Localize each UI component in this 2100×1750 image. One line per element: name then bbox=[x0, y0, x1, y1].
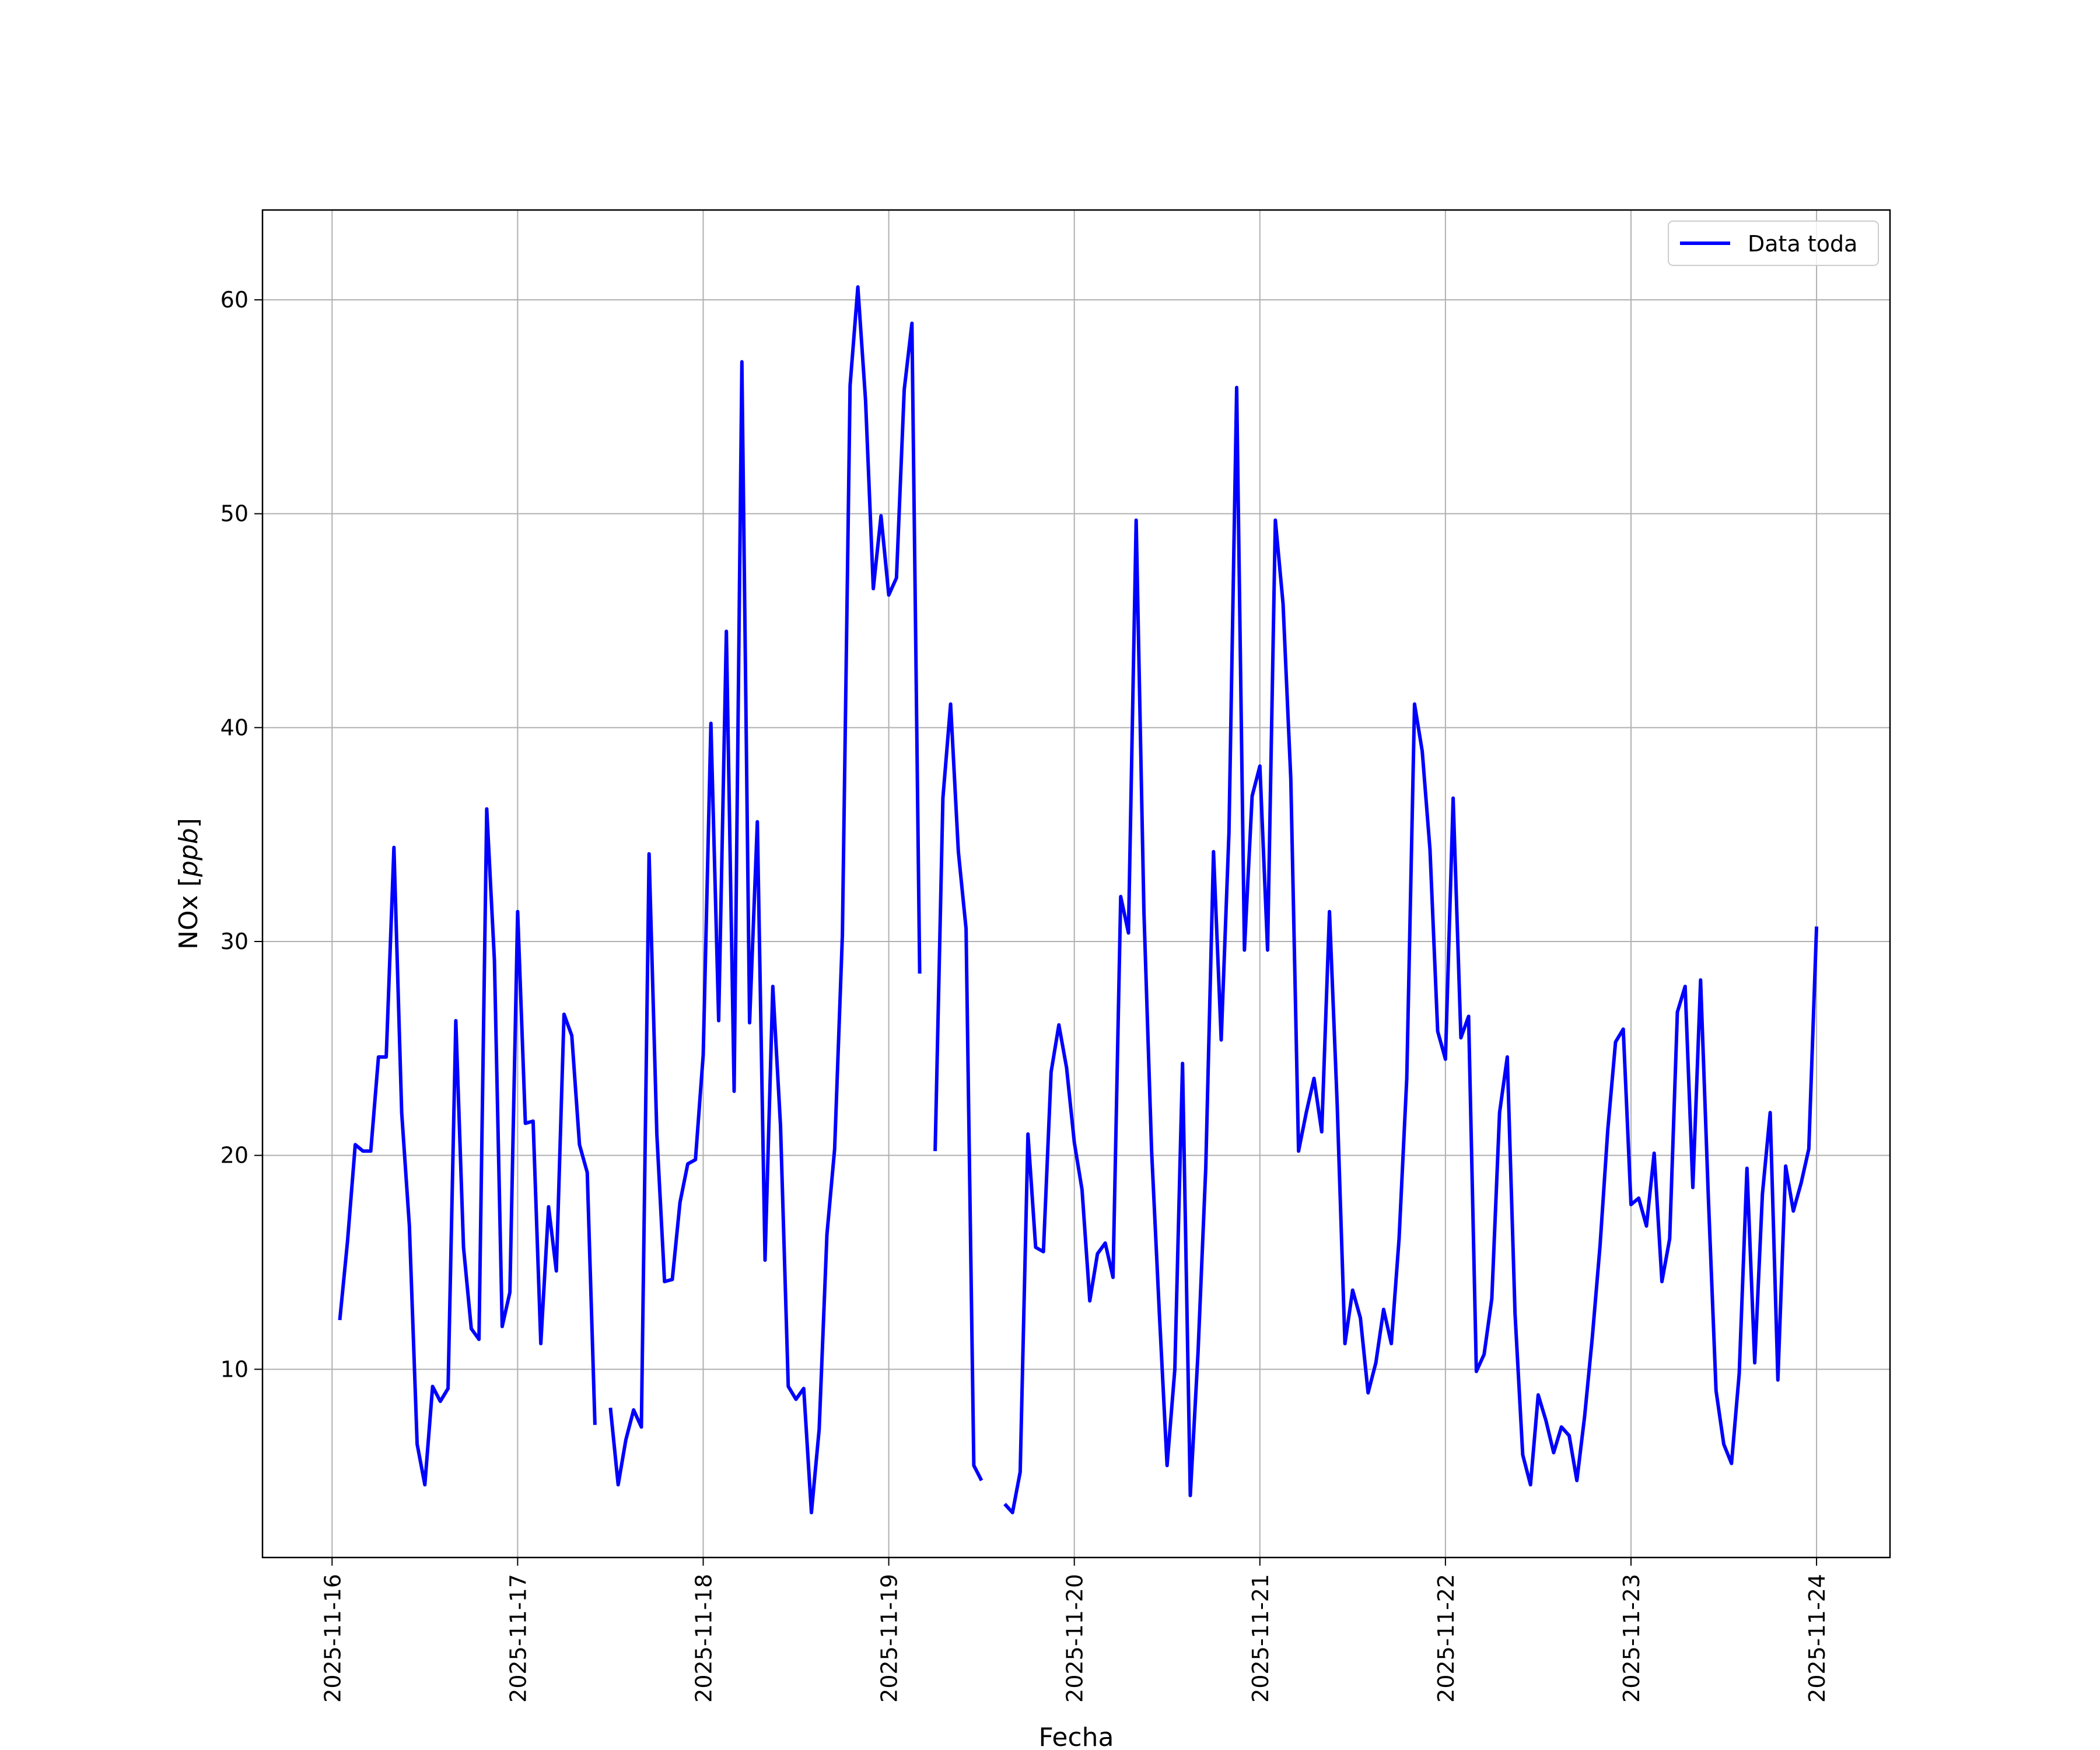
y-tick-label: 20 bbox=[220, 1143, 249, 1168]
x-axis-label: Fecha bbox=[1038, 1723, 1114, 1750]
x-tick-label: 2025-11-24 bbox=[1804, 1574, 1830, 1703]
y-tick-label: 50 bbox=[220, 501, 249, 527]
x-tick-label: 2025-11-17 bbox=[505, 1574, 531, 1703]
y-axis-label-main: NOx [ bbox=[174, 877, 204, 950]
x-tick-label: 2025-11-19 bbox=[877, 1574, 902, 1703]
x-tick-label: 2025-11-20 bbox=[1062, 1574, 1088, 1703]
y-tick-label: 40 bbox=[220, 715, 249, 740]
y-axis-label: NOx [ppb] bbox=[174, 818, 204, 950]
series-line-data-toda bbox=[1003, 386, 1819, 1514]
x-tick-label: 2025-11-16 bbox=[320, 1574, 345, 1703]
legend: Data toda bbox=[1668, 220, 1879, 266]
x-tick-label: 2025-11-23 bbox=[1619, 1574, 1644, 1703]
y-axis-label-close: ] bbox=[174, 818, 204, 828]
x-tick-label: 2025-11-18 bbox=[691, 1574, 716, 1703]
x-tick-label: 2025-11-22 bbox=[1433, 1574, 1459, 1703]
y-axis-label-unit: ppb bbox=[174, 828, 204, 877]
x-tick-label: 2025-11-21 bbox=[1248, 1574, 1273, 1703]
series-line-data-toda bbox=[608, 285, 922, 1514]
y-tick-label: 10 bbox=[220, 1356, 249, 1382]
y-axis: 10 20 30 40 50 60 bbox=[220, 287, 262, 1382]
y-tick-label: 60 bbox=[220, 287, 249, 313]
x-axis: 2025-11-16 2025-11-17 2025-11-18 2025-11-19… bbox=[320, 1558, 1830, 1703]
y-tick-label: 30 bbox=[220, 929, 249, 954]
legend-box bbox=[1668, 220, 1879, 266]
series-line-data-toda bbox=[338, 807, 597, 1487]
series-lines bbox=[338, 285, 1819, 1514]
legend-label-data-toda: Data toda bbox=[1748, 231, 1857, 257]
plot-frame bbox=[261, 209, 1891, 1559]
series-line-data-toda bbox=[933, 702, 984, 1482]
